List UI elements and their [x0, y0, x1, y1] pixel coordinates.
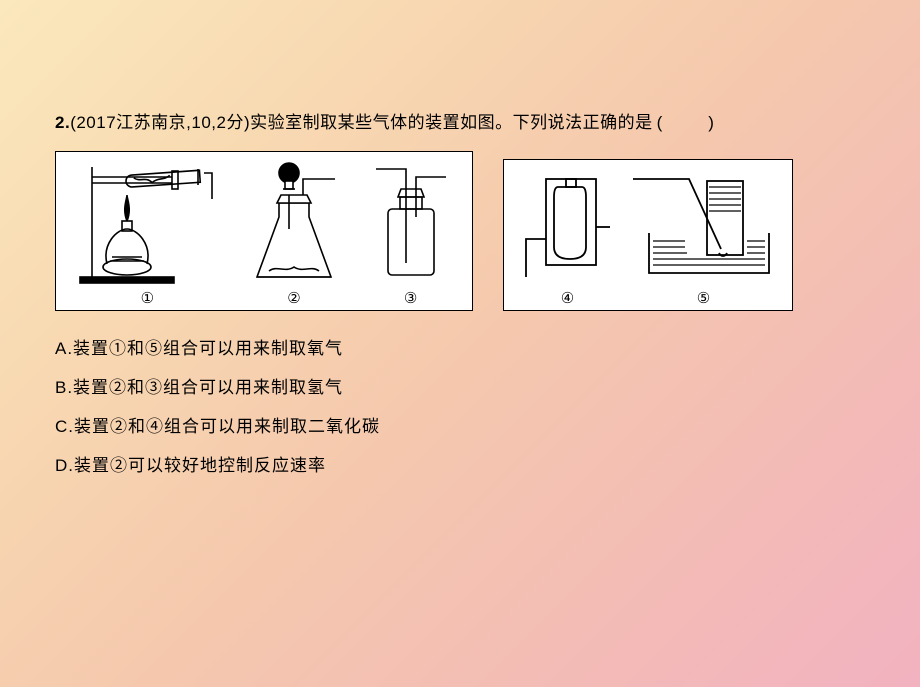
apparatus-2-svg — [239, 159, 349, 287]
label-1: ① — [141, 289, 154, 308]
label-4: ④ — [561, 289, 574, 308]
answer-blank: ( ) — [657, 113, 718, 132]
apparatus-5-svg — [629, 167, 779, 287]
question-number: 2. — [55, 113, 70, 132]
apparatus-4: ④ — [518, 167, 618, 308]
option-a: A.装置①和⑤组合可以用来制取氧气 — [55, 329, 875, 368]
question-text: 实验室制取某些气体的装置如图。下列说法正确的是 — [250, 113, 653, 132]
option-b: B.装置②和③组合可以用来制取氢气 — [55, 368, 875, 407]
apparatus-4-svg — [518, 167, 618, 287]
apparatus-3-svg — [366, 159, 456, 287]
apparatus-2: ② — [239, 159, 349, 308]
question-stem: 2.(2017江苏南京,10,2分)实验室制取某些气体的装置如图。下列说法正确的… — [55, 108, 875, 133]
option-d: D.装置②可以较好地控制反应速率 — [55, 446, 875, 485]
apparatus-3: ③ — [366, 159, 456, 308]
question-source: (2017江苏南京,10,2分) — [70, 113, 250, 132]
panel-left-inner: ① — [56, 152, 472, 310]
question-container: 2.(2017江苏南京,10,2分)实验室制取某些气体的装置如图。下列说法正确的… — [55, 108, 875, 485]
diagram-panel-left: ① — [55, 151, 473, 311]
label-3: ③ — [404, 289, 417, 308]
apparatus-5: ⑤ — [629, 167, 779, 308]
apparatus-1: ① — [72, 159, 222, 308]
label-5: ⑤ — [697, 289, 710, 308]
options-list: A.装置①和⑤组合可以用来制取氧气 B.装置②和③组合可以用来制取氢气 C.装置… — [55, 329, 875, 485]
diagram-row: ① — [55, 151, 875, 311]
option-c: C.装置②和④组合可以用来制取二氧化碳 — [55, 407, 875, 446]
apparatus-1-svg — [72, 159, 222, 287]
label-2: ② — [287, 289, 300, 308]
diagram-panel-right: ④ — [503, 159, 793, 311]
panel-right-inner: ④ — [504, 160, 792, 310]
